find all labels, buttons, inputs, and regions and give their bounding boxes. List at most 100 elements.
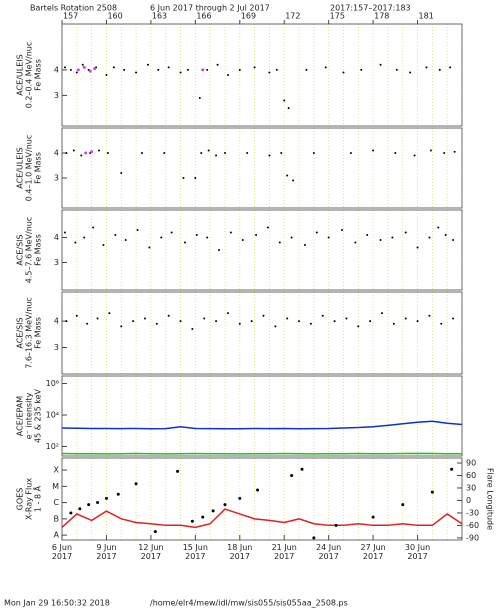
data-point [438,68,441,71]
data-point [298,320,301,323]
data-point [123,68,126,71]
panel-frame [61,127,463,209]
data-point [92,226,95,229]
data-point [268,71,271,74]
y-axis-label: X-Ray Flux [25,478,34,520]
data-point [286,317,289,320]
data-point [391,236,394,239]
data-point [266,226,269,229]
data-point [292,179,295,182]
x-tick-label: 30 Jun 2017 [404,543,431,561]
data-point [153,530,157,534]
data-point [170,231,173,234]
data-point [275,68,278,71]
data-point [76,68,80,72]
data-point [392,322,395,325]
top-tick-label: 169 [241,12,256,21]
data-point [401,503,405,507]
y-tick-label: 10² [46,442,59,451]
data-point [87,503,91,507]
data-point [404,317,407,320]
data-point [286,174,289,177]
data-point [444,234,447,236]
data-point [226,74,229,76]
y-tick-label: X [54,466,60,475]
data-point [112,66,115,69]
data-point [324,66,327,69]
y-axis-label: ACE/ULEIS [16,147,25,188]
y-tick-label: 3 [54,343,59,352]
data-point [381,312,383,315]
data-point [303,244,306,246]
x-tick-label: 27 Jun 2017 [360,543,386,561]
y-axis-label: Fe Mass [34,152,43,184]
data-point [342,71,345,74]
data-point [274,325,277,328]
data-point [453,150,456,153]
data-point [167,66,170,69]
top-tick-label: 160 [107,12,122,21]
data-point [82,65,86,69]
doy-range: 2017:157–2017:183 [330,4,411,13]
data-point [105,74,108,76]
data-point [201,68,205,72]
data-point [321,314,324,317]
y-tick-label: 3 [54,91,59,100]
data-point [206,68,209,71]
data-point [416,246,419,249]
y-axis-label: ACE/SIS [16,234,25,265]
data-point [96,317,99,320]
data-point [309,322,312,325]
data-point [223,503,227,507]
data-point [176,469,180,473]
data-point [69,511,73,515]
data-point [223,152,226,154]
data-point [268,154,271,157]
data-point [104,496,108,500]
data-point [334,523,338,527]
data-point [141,152,143,154]
data-point [333,320,336,323]
data-point [449,66,452,69]
data-point [216,63,219,66]
y-tick-label: 10⁶ [46,379,59,388]
data-point [63,231,66,234]
data-point [134,482,138,486]
data-point [430,490,434,494]
y-axis-label: GOES [16,488,25,511]
y-tick-label: 10⁴ [46,411,59,420]
y2-tick-label: 90 [466,458,476,467]
data-point [183,241,186,244]
x-tick-label: 9 Jun 2017 [96,543,117,561]
data-point [86,322,89,325]
x-tick-label: 6 Jun 2017 [51,543,73,561]
data-point [349,152,352,154]
data-point [315,231,318,234]
data-point [203,317,206,320]
data-point [226,312,229,315]
data-point [255,234,258,236]
y-tick-label: 4 [54,149,59,158]
data-point [120,325,123,328]
data-point [300,467,304,471]
data-point [283,99,286,102]
data-point [428,314,431,317]
y2-tick-label: -90 [466,533,479,542]
data-point [200,152,203,154]
data-point [65,320,68,323]
data-point [404,231,407,234]
y2-tick-label: -30 [466,508,479,517]
data-point [211,509,215,513]
data-point [163,152,166,154]
y-axis-label: 45 & 235 keV [34,388,43,443]
data-point [379,63,382,66]
data-point [413,154,416,157]
data-point [63,66,66,69]
title: Bartels Rotation 2508 [30,4,117,13]
top-tick-label: 166 [196,12,211,21]
data-point [229,231,232,234]
y2-tick-label: -60 [466,521,479,530]
data-point [372,149,375,152]
